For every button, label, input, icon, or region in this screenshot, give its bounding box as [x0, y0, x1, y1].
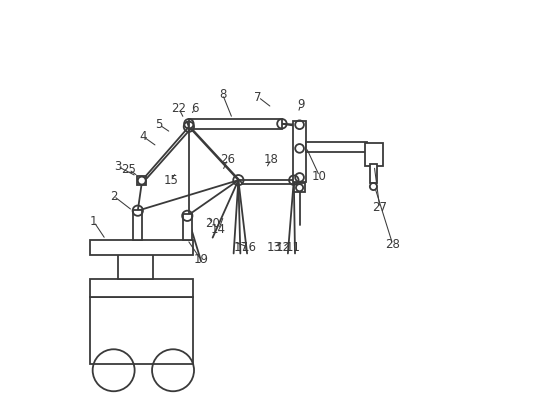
- Bar: [118, 251, 153, 279]
- Bar: [134, 210, 142, 240]
- Text: 1: 1: [90, 215, 98, 228]
- Text: 17: 17: [233, 241, 248, 254]
- Text: 15: 15: [163, 174, 178, 187]
- Text: 6: 6: [191, 103, 199, 115]
- Text: 16: 16: [242, 241, 257, 254]
- Bar: [365, 143, 383, 166]
- Text: 12: 12: [275, 241, 290, 254]
- Bar: [90, 279, 193, 297]
- Text: 10: 10: [312, 170, 327, 183]
- Bar: [183, 214, 192, 240]
- Text: 7: 7: [254, 91, 262, 103]
- Text: 5: 5: [156, 118, 163, 131]
- Text: 19: 19: [193, 253, 208, 266]
- Bar: [306, 142, 368, 152]
- Bar: [293, 121, 306, 182]
- Text: 25: 25: [121, 163, 136, 176]
- Bar: [90, 240, 193, 255]
- Text: 22: 22: [172, 103, 187, 115]
- Bar: [137, 176, 146, 185]
- Bar: [294, 183, 305, 192]
- Text: 13: 13: [266, 241, 281, 254]
- Text: 26: 26: [220, 153, 235, 166]
- Bar: [370, 164, 376, 183]
- Text: 27: 27: [372, 202, 388, 214]
- Text: 28: 28: [385, 238, 400, 251]
- Text: 8: 8: [219, 88, 226, 101]
- Text: 4: 4: [140, 130, 147, 143]
- Text: 14: 14: [211, 223, 226, 236]
- Text: 20: 20: [205, 217, 220, 230]
- Text: 2: 2: [110, 190, 118, 202]
- Bar: [189, 119, 282, 129]
- Text: 9: 9: [297, 99, 304, 111]
- Text: 11: 11: [285, 241, 300, 254]
- Bar: [90, 297, 193, 364]
- Text: 3: 3: [114, 160, 121, 173]
- Text: 18: 18: [264, 153, 279, 166]
